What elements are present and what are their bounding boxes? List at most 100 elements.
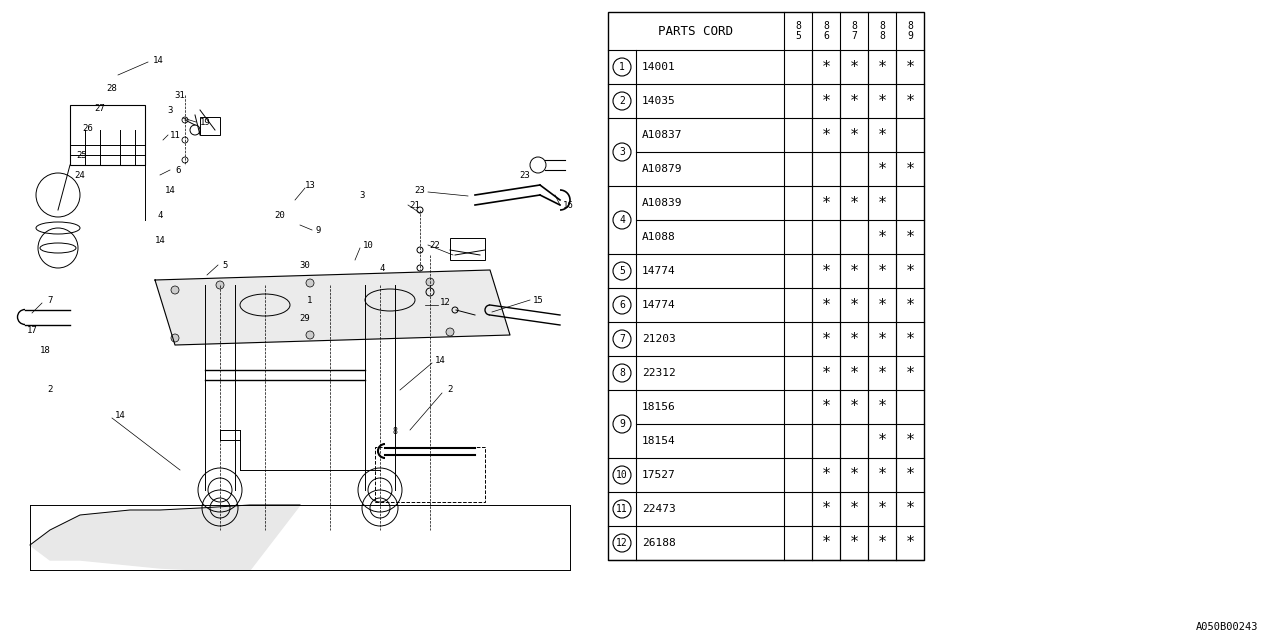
Text: 30: 30 (300, 260, 310, 269)
Text: 8: 8 (393, 428, 398, 436)
Text: 5: 5 (223, 260, 228, 269)
Text: *: * (822, 298, 831, 312)
Text: 9: 9 (315, 225, 321, 234)
Text: *: * (877, 332, 887, 346)
Circle shape (306, 279, 314, 287)
Text: *: * (850, 195, 859, 211)
Text: 26: 26 (83, 124, 93, 132)
Text: *: * (905, 161, 915, 177)
Text: *: * (850, 467, 859, 483)
Circle shape (426, 278, 434, 286)
Text: *: * (822, 264, 831, 278)
Text: *: * (850, 502, 859, 516)
Text: *: * (850, 399, 859, 415)
Text: 14: 14 (115, 410, 125, 419)
Text: *: * (877, 502, 887, 516)
Text: 7: 7 (47, 296, 52, 305)
Text: 21203: 21203 (643, 334, 676, 344)
Text: *: * (850, 332, 859, 346)
Text: *: * (822, 60, 831, 74)
Text: *: * (905, 298, 915, 312)
Bar (451, 238, 485, 260)
Text: *: * (905, 230, 915, 244)
Text: *: * (877, 298, 887, 312)
Text: 10: 10 (362, 241, 374, 250)
Circle shape (445, 328, 454, 336)
Polygon shape (29, 505, 300, 570)
Text: 14001: 14001 (643, 62, 676, 72)
Text: 2: 2 (447, 385, 453, 394)
Text: 9: 9 (620, 419, 625, 429)
Text: 29: 29 (300, 314, 310, 323)
Text: A1088: A1088 (643, 232, 676, 242)
Text: 18154: 18154 (643, 436, 676, 446)
Text: 17527: 17527 (643, 470, 676, 480)
Text: *: * (822, 536, 831, 550)
Text: *: * (850, 264, 859, 278)
Text: *: * (905, 332, 915, 346)
Text: 4: 4 (379, 264, 385, 273)
Text: 22473: 22473 (643, 504, 676, 514)
Text: 28: 28 (106, 83, 118, 93)
Text: 14774: 14774 (643, 266, 676, 276)
Text: 20: 20 (275, 211, 285, 220)
Text: 18156: 18156 (643, 402, 676, 412)
Text: 6: 6 (620, 300, 625, 310)
Text: *: * (822, 502, 831, 516)
Text: *: * (877, 467, 887, 483)
Text: 11: 11 (170, 131, 180, 140)
Text: 5: 5 (620, 266, 625, 276)
Text: *: * (905, 467, 915, 483)
Text: 2: 2 (620, 96, 625, 106)
Text: *: * (850, 127, 859, 143)
Text: A10839: A10839 (643, 198, 682, 208)
Text: 1: 1 (307, 296, 312, 305)
Text: *: * (822, 93, 831, 109)
Text: 3: 3 (620, 147, 625, 157)
Text: PARTS CORD: PARTS CORD (658, 24, 733, 38)
Text: 23: 23 (415, 186, 425, 195)
Text: *: * (877, 399, 887, 415)
Circle shape (306, 331, 314, 339)
Text: 21: 21 (410, 200, 420, 209)
Bar (200, 117, 220, 135)
Text: 8
8: 8 8 (879, 21, 884, 41)
Text: 11: 11 (616, 504, 628, 514)
Text: 14: 14 (152, 56, 164, 65)
Text: *: * (822, 467, 831, 483)
Text: 3: 3 (360, 191, 365, 200)
Text: 17: 17 (27, 326, 37, 335)
Text: 14035: 14035 (643, 96, 676, 106)
Text: 14: 14 (155, 236, 165, 244)
Text: *: * (822, 127, 831, 143)
Text: 24: 24 (74, 170, 86, 179)
Text: 8
6: 8 6 (823, 21, 829, 41)
Text: 31: 31 (174, 90, 186, 99)
Text: 8
9: 8 9 (908, 21, 913, 41)
Text: A10879: A10879 (643, 164, 682, 174)
Text: 14: 14 (165, 186, 175, 195)
Text: *: * (822, 195, 831, 211)
Text: *: * (822, 399, 831, 415)
Text: 15: 15 (532, 296, 544, 305)
Text: 8: 8 (620, 368, 625, 378)
Text: *: * (905, 502, 915, 516)
Text: 22: 22 (430, 241, 440, 250)
Text: 8
5: 8 5 (795, 21, 801, 41)
Text: *: * (850, 93, 859, 109)
Text: 12: 12 (616, 538, 628, 548)
Text: *: * (822, 332, 831, 346)
Text: 1: 1 (620, 62, 625, 72)
Text: *: * (905, 93, 915, 109)
Text: *: * (877, 230, 887, 244)
Text: *: * (877, 161, 887, 177)
Text: *: * (877, 433, 887, 449)
Text: *: * (905, 536, 915, 550)
Text: *: * (877, 365, 887, 381)
Text: 27: 27 (95, 104, 105, 113)
Text: 7: 7 (620, 334, 625, 344)
Text: *: * (850, 365, 859, 381)
Text: A050B00243: A050B00243 (1196, 622, 1258, 632)
Bar (375, 447, 485, 502)
Text: 16: 16 (563, 200, 573, 209)
